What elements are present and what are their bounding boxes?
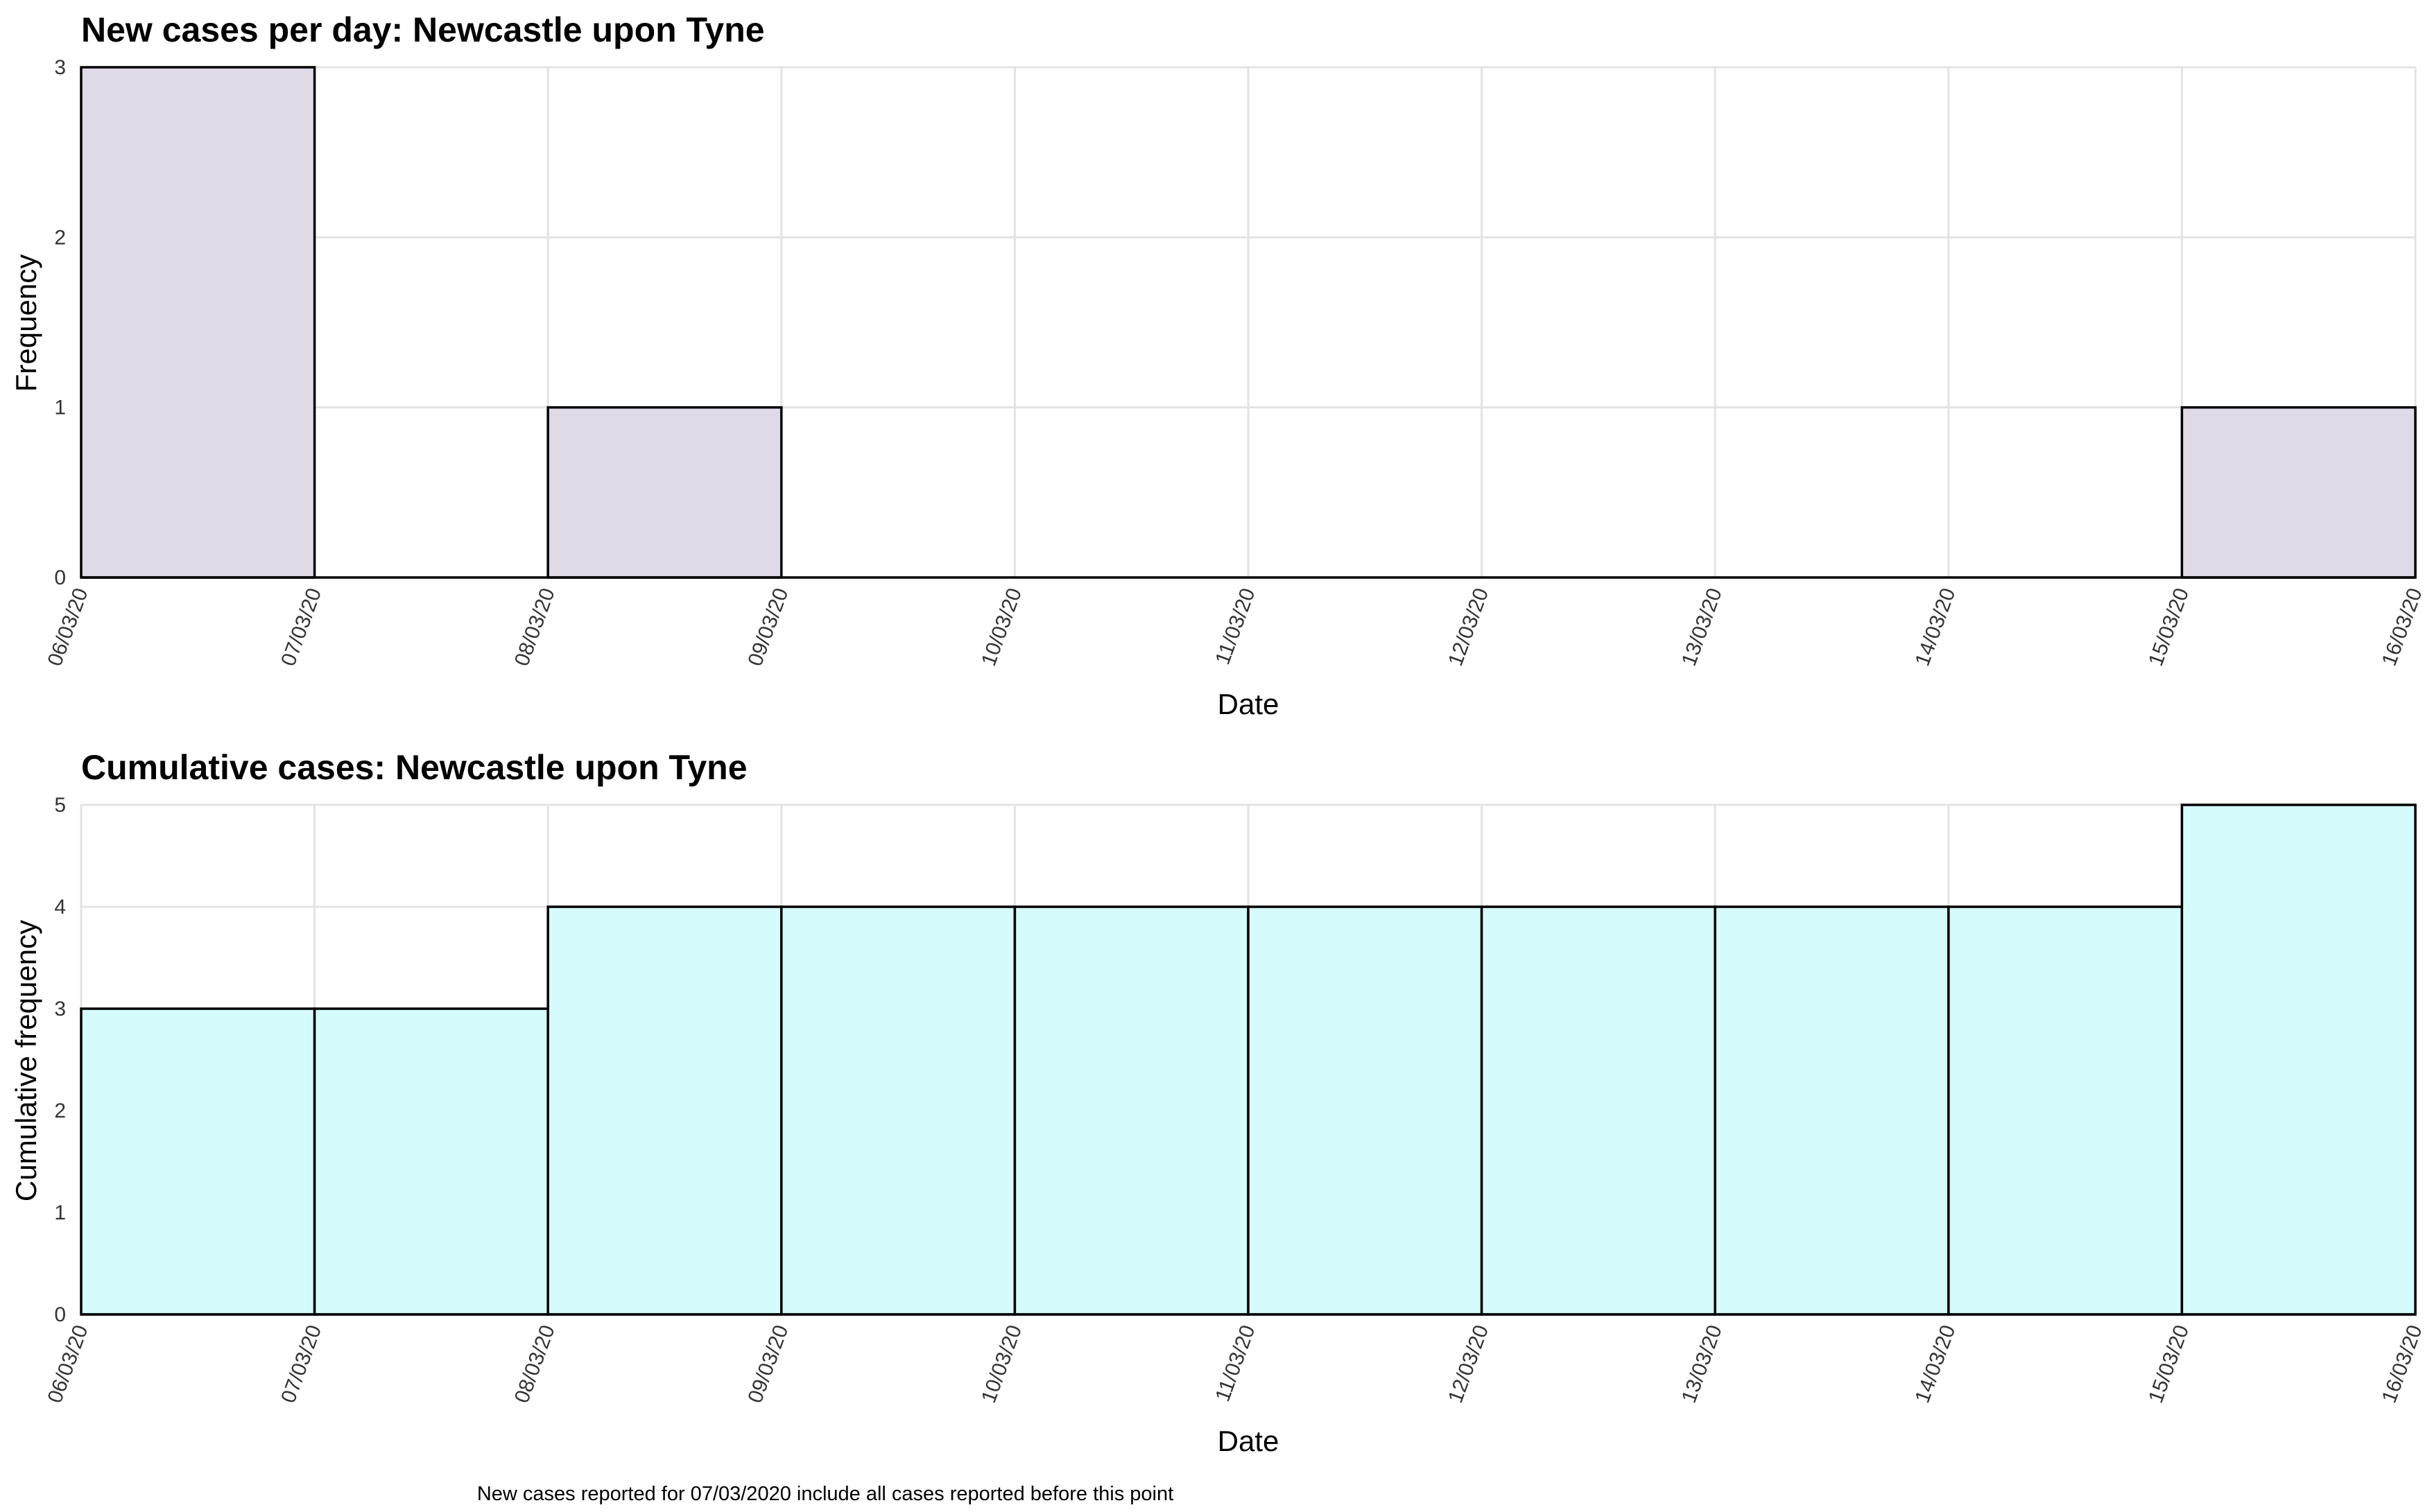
cumulative-cases-bar-11-03-20: [1247, 905, 1483, 1316]
cumulative-cases-y-tick-label: 0: [54, 1303, 66, 1326]
daily-cases-bar-06-03-20: [80, 66, 316, 579]
daily-cases-y-tick-label: 1: [54, 397, 66, 419]
cumulative-cases-x-tick-label: 08/03/20: [510, 1322, 560, 1406]
daily-cases-bar-08-03-20: [546, 406, 783, 579]
daily-cases-x-tick-label: 14/03/20: [1911, 585, 1960, 669]
cumulative-cases-bar-15-03-20: [2180, 803, 2417, 1316]
cumulative-cases-x-tick-label: 16/03/20: [2378, 1322, 2427, 1406]
cumulative-cases-x-tick-label: 09/03/20: [743, 1322, 793, 1406]
daily-cases-bars: [80, 66, 2417, 579]
daily-cases-x-tick-label: 07/03/20: [277, 585, 326, 669]
cumulative-cases-x-tick-label: 13/03/20: [1678, 1322, 1727, 1406]
daily-cases-x-tick-label: 09/03/20: [743, 585, 793, 669]
cumulative-cases-bar-14-03-20: [1947, 905, 2184, 1316]
daily-cases-x-axis-title: Date: [1218, 688, 1279, 720]
daily-cases-bar-15-03-20: [2180, 406, 2417, 579]
daily-cases-x-tick-label: 16/03/20: [2378, 585, 2427, 669]
cumulative-cases-y-tick-label: 5: [54, 794, 66, 817]
daily-cases-y-ticks: 0 1 2 3: [54, 56, 66, 589]
cumulative-cases-y-ticks: 0 1 2 3 4 5: [54, 794, 66, 1326]
cumulative-cases-x-tick-label: 11/03/20: [1211, 1322, 1259, 1405]
cumulative-cases-x-tick-label: 12/03/20: [1444, 1322, 1493, 1406]
cumulative-cases-y-tick-label: 3: [54, 998, 66, 1020]
cumulative-cases-x-tick-label: 07/03/20: [277, 1322, 326, 1406]
cumulative-cases-bar-13-03-20: [1714, 905, 1950, 1316]
cumulative-cases-bar-09-03-20: [780, 905, 1017, 1316]
daily-cases-chart: New cases per day: Newcastle upon Tyne 0…: [10, 10, 2427, 720]
cumulative-cases-chart: Cumulative cases: Newcastle upon Tyne 0 1…: [10, 748, 2427, 1457]
cumulative-cases-bar-08-03-20: [546, 905, 783, 1316]
cumulative-cases-x-tick-label: 10/03/20: [977, 1322, 1026, 1406]
footnote-caption: New cases reported for 07/03/2020 includ…: [477, 1483, 1173, 1505]
daily-cases-x-tick-label: 11/03/20: [1211, 585, 1259, 668]
cumulative-cases-x-tick-label: 15/03/20: [2144, 1322, 2193, 1406]
cumulative-cases-x-tick-label: 14/03/20: [1911, 1322, 1960, 1406]
cumulative-cases-x-axis-title: Date: [1218, 1425, 1279, 1457]
cumulative-cases-bar-10-03-20: [1013, 905, 1250, 1316]
daily-cases-gridlines: [80, 66, 2417, 579]
daily-cases-y-tick-label: 3: [54, 56, 66, 79]
daily-cases-x-tick-label: 08/03/20: [510, 585, 560, 669]
cumulative-cases-bar-12-03-20: [1480, 905, 1716, 1316]
daily-cases-x-tick-label: 13/03/20: [1678, 585, 1727, 669]
daily-cases-x-tick-label: 06/03/20: [44, 585, 93, 669]
daily-cases-x-tick-label: 10/03/20: [977, 585, 1026, 669]
cumulative-cases-x-tick-label: 06/03/20: [44, 1322, 93, 1406]
daily-cases-y-tick-label: 2: [54, 226, 66, 249]
daily-cases-x-tick-label: 12/03/20: [1444, 585, 1493, 669]
daily-cases-title: New cases per day: Newcastle upon Tyne: [81, 10, 765, 49]
cumulative-cases-y-tick-label: 1: [54, 1201, 66, 1224]
daily-cases-x-tick-label: 15/03/20: [2144, 585, 2193, 669]
daily-cases-x-ticks: 06/03/20 07/03/20 08/03/20 09/03/20 10/03/20…: [44, 585, 2427, 669]
daily-cases-y-axis-title: Frequency: [10, 254, 42, 392]
cumulative-cases-bar-06-03-20: [80, 1007, 316, 1316]
cumulative-cases-bar-07-03-20: [313, 1007, 549, 1316]
cumulative-cases-title: Cumulative cases: Newcastle upon Tyne: [81, 748, 748, 787]
cumulative-cases-y-tick-label: 4: [54, 896, 66, 919]
cumulative-cases-y-axis-title: Cumulative frequency: [10, 920, 42, 1201]
cumulative-cases-x-ticks: 06/03/20 07/03/20 08/03/20 09/03/20 10/03/20…: [44, 1322, 2427, 1406]
cumulative-cases-y-tick-label: 2: [54, 1100, 66, 1122]
daily-cases-y-tick-label: 0: [54, 566, 66, 589]
cumulative-cases-bars: [80, 803, 2417, 1316]
